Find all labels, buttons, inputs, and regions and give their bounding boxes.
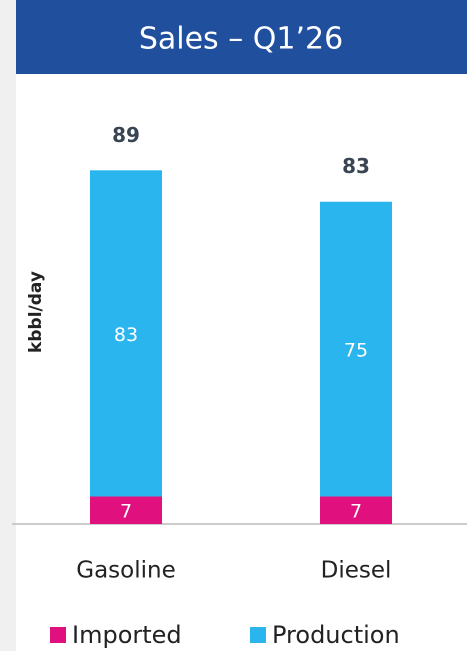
legend-swatch [250, 627, 266, 643]
bar-segment [90, 496, 162, 524]
legend-label: Production [272, 621, 400, 649]
legend-swatch [50, 627, 66, 643]
y-axis-label: kbbl/day [26, 271, 46, 353]
bar-segment [320, 201, 392, 497]
chart-title: Sales – Q1’26 [139, 22, 343, 57]
segment-label: 83 [114, 324, 138, 346]
segment-label: 7 [120, 501, 132, 523]
bar-segment [320, 496, 392, 524]
x-tick-label: Gasoline [76, 558, 175, 584]
total-label: 83 [342, 154, 370, 178]
total-label: 89 [112, 123, 140, 147]
side-strip [0, 0, 16, 651]
title-bar [16, 0, 467, 74]
segment-label: 75 [344, 340, 368, 362]
legend-label: Imported [72, 621, 182, 649]
bar-segment [90, 170, 162, 497]
segment-label: 7 [350, 501, 362, 523]
x-tick-label: Diesel [321, 558, 392, 584]
